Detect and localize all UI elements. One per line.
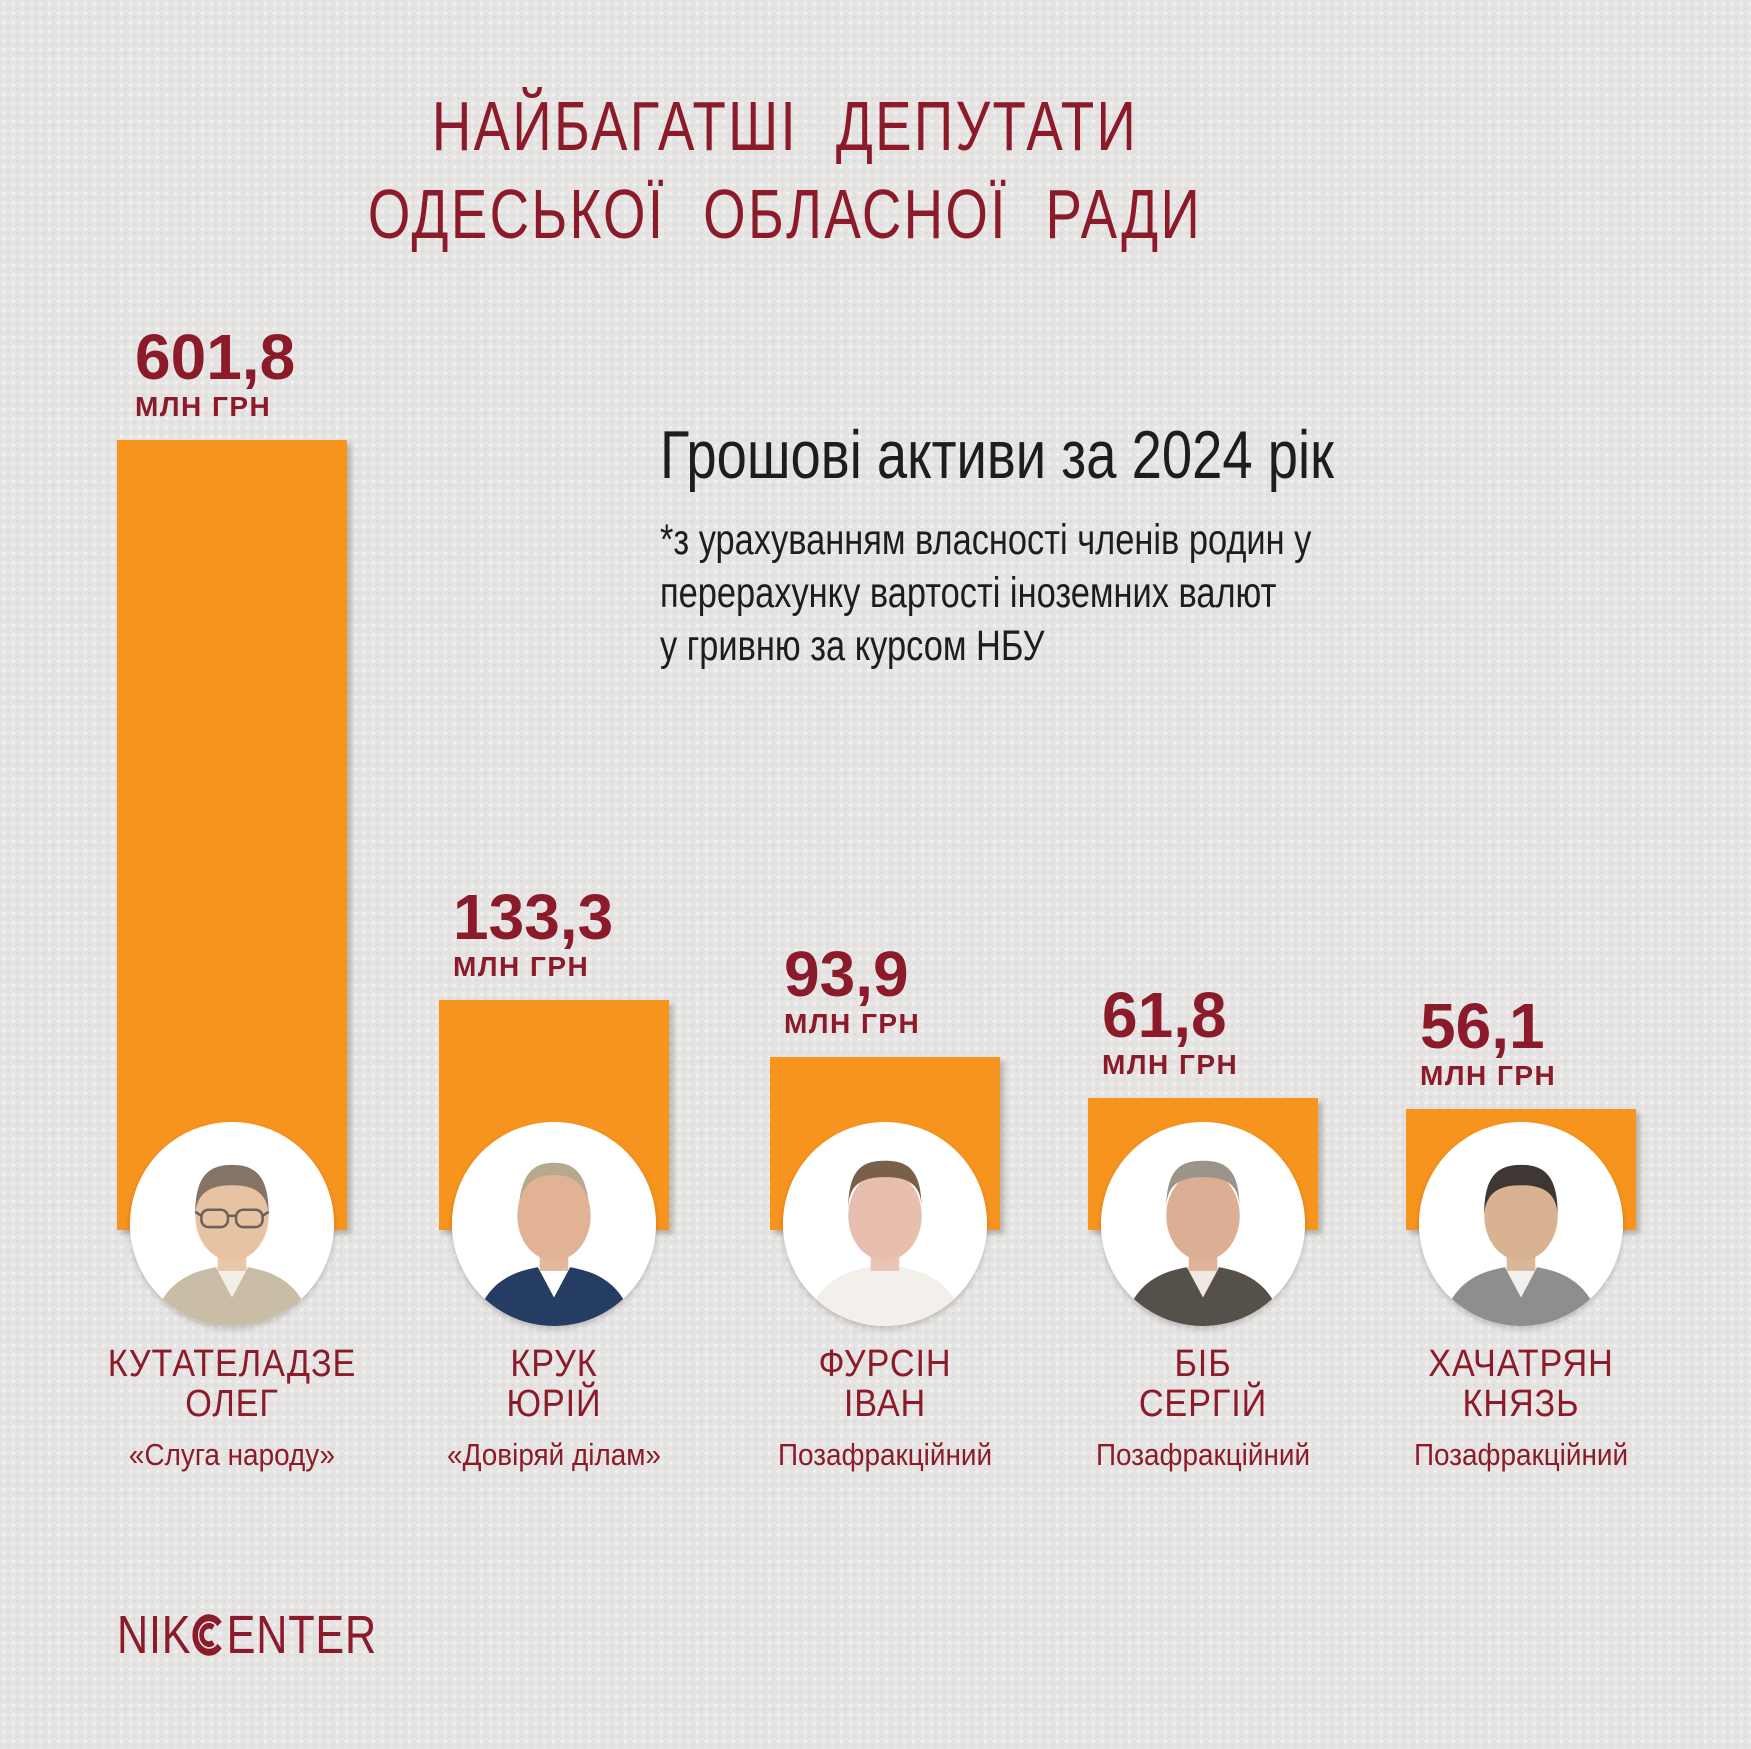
deputy-name: БІБ СЕРГІЙ Позафракційний (1050, 1344, 1356, 1472)
page-title-line2: ОДЕСЬКОЇ ОБЛАСНОЇ РАДИ (367, 175, 1203, 253)
bar (117, 440, 347, 1230)
bar-value-number: 601,8 (135, 321, 296, 393)
person-silhouette-icon (452, 1122, 656, 1326)
person-silhouette-icon (1419, 1122, 1623, 1326)
deputy-firstname: ІВАН (843, 1383, 927, 1425)
deputy-surname: КУТАТЕЛАДЗЕ (107, 1343, 357, 1385)
deputy-firstname: СЕРГІЙ (1138, 1383, 1268, 1425)
deputy-name: ХАЧАТРЯН КНЯЗЬ Позафракційний (1368, 1344, 1674, 1472)
deputy-surname: ФУРСІН (818, 1343, 952, 1385)
deputy-firstname: ЮРІЙ (506, 1383, 602, 1425)
deputy-party: «Слуга народу» (128, 1437, 336, 1472)
avatar (130, 1122, 334, 1326)
nikcenter-logo: NIK ENTER (117, 1608, 377, 1662)
bar-value-unit: МЛН ГРН (1102, 1049, 1239, 1080)
person-silhouette-icon (1101, 1122, 1305, 1326)
avatar (452, 1122, 656, 1326)
chart-header: Грошові активи за 2024 рік *з урахування… (660, 418, 1560, 673)
logo-suffix: ENTER (226, 1605, 378, 1665)
deputy-firstname: ОЛЕГ (185, 1383, 279, 1425)
logo-prefix: NIK (117, 1605, 192, 1665)
bar-value-unit: МЛН ГРН (135, 391, 272, 422)
avatar (1101, 1122, 1305, 1326)
deputy-name: КУТАТЕЛАДЗЕ ОЛЕГ «Слуга народу» (79, 1344, 385, 1472)
bar-value-number: 133,3 (453, 881, 614, 953)
page-title: НАЙБАГАТШІ ДЕПУТАТИ ОДЕСЬКОЇ ОБЛАСНОЇ РА… (173, 82, 1398, 258)
bar-value-label: 601,8 МЛН ГРН (135, 321, 296, 422)
bar-value-label: 56,1 МЛН ГРН (1420, 990, 1557, 1091)
chart-footnote-line3: у гривню за курсом НБУ (660, 622, 1045, 670)
avatar (1419, 1122, 1623, 1326)
deputy-surname: ХАЧАТРЯН (1428, 1343, 1614, 1385)
deputy-party: Позафракційний (1095, 1437, 1311, 1472)
bar-value-number: 56,1 (1420, 990, 1545, 1062)
person-silhouette-icon (130, 1122, 334, 1326)
bar-value-unit: МЛН ГРН (453, 951, 590, 982)
bar-value-label: 61,8 МЛН ГРН (1102, 979, 1239, 1080)
page-title-line1: НАЙБАГАТШІ ДЕПУТАТИ (431, 87, 1139, 165)
avatar (783, 1122, 987, 1326)
bar-value-number: 93,9 (784, 938, 909, 1010)
deputy-party: Позафракційний (1413, 1437, 1629, 1472)
double-c-icon (192, 1614, 222, 1656)
chart-footnote-line1: *з урахуванням власності членів родин у (660, 516, 1312, 564)
bar-value-number: 61,8 (1102, 979, 1227, 1051)
chart-footnote-line2: перерахунку вартості іноземних валют (660, 569, 1277, 617)
bar-value-label: 93,9 МЛН ГРН (784, 938, 921, 1039)
bar-value-label: 133,3 МЛН ГРН (453, 881, 614, 982)
person-silhouette-icon (783, 1122, 987, 1326)
deputy-surname: КРУК (510, 1343, 598, 1385)
chart-subtitle: Грошові активи за 2024 рік (660, 417, 1334, 493)
bar-value-unit: МЛН ГРН (784, 1008, 921, 1039)
deputy-party: Позафракційний (777, 1437, 993, 1472)
bar-value-unit: МЛН ГРН (1420, 1060, 1557, 1091)
deputy-party: «Довіряй ділам» (447, 1437, 661, 1472)
deputy-surname: БІБ (1174, 1343, 1232, 1385)
deputy-name: ФУРСІН ІВАН Позафракційний (732, 1344, 1038, 1472)
deputy-name: КРУК ЮРІЙ «Довіряй ділам» (401, 1344, 707, 1472)
deputy-firstname: КНЯЗЬ (1462, 1383, 1580, 1425)
chart-footnote: *з урахуванням власності членів родин у … (660, 514, 1380, 673)
